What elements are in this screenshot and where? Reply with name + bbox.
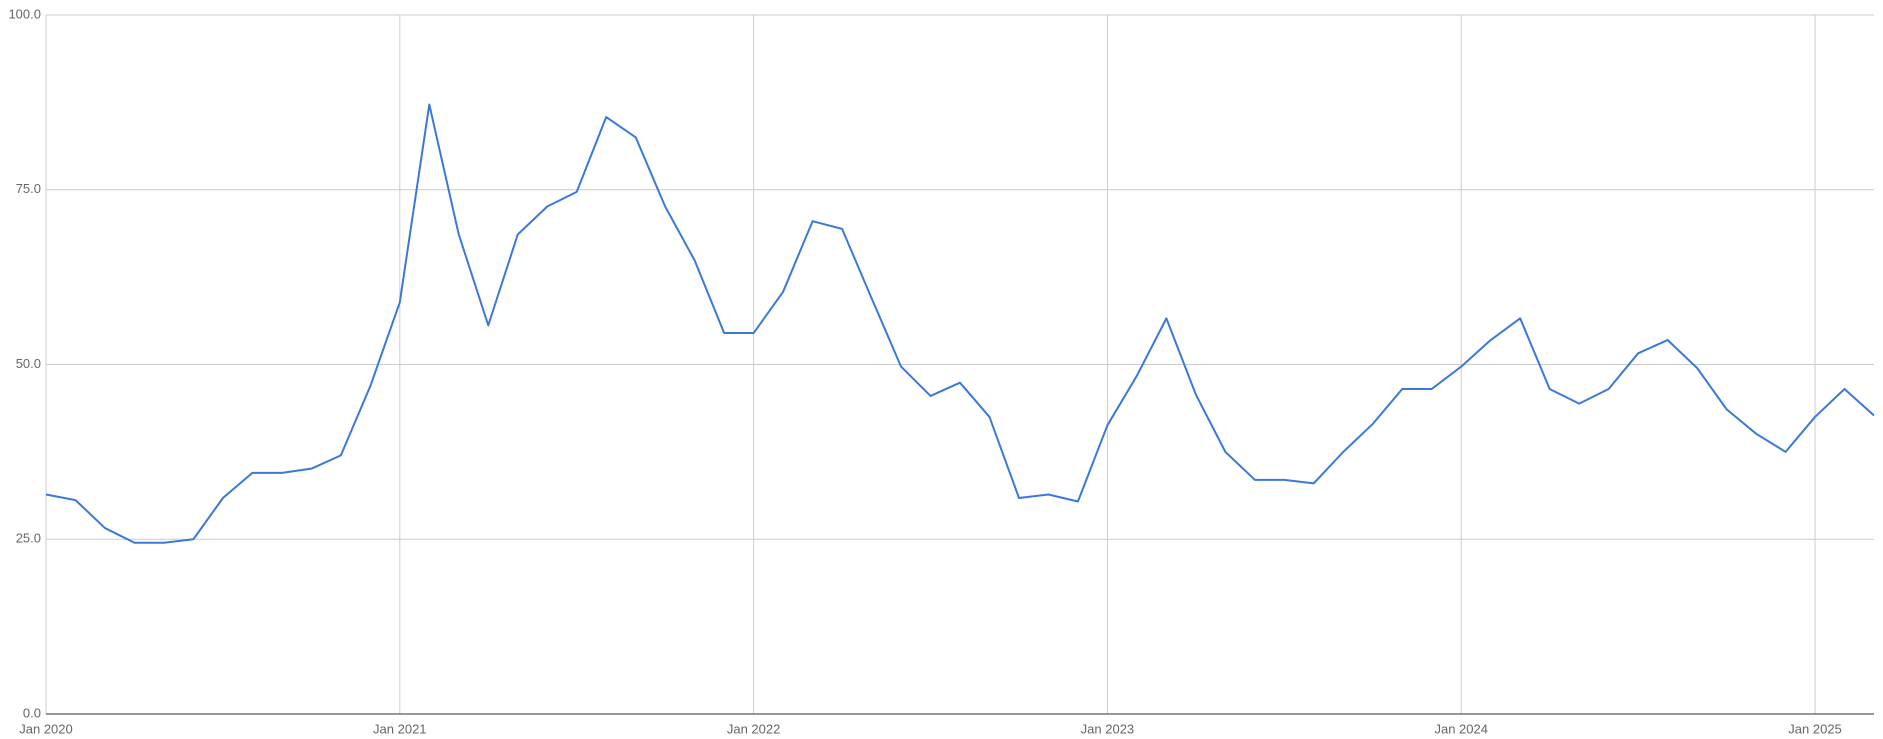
- x-tick-label: Jan 2022: [727, 721, 781, 736]
- y-tick-label: 75.0: [16, 181, 41, 196]
- y-tick-label: 50.0: [16, 356, 41, 371]
- y-tick-label: 25.0: [16, 531, 41, 546]
- x-tick-label: Jan 2025: [1788, 721, 1842, 736]
- x-tick-label: Jan 2021: [373, 721, 427, 736]
- y-tick-label: 100.0: [8, 6, 41, 21]
- x-tick-label: Jan 2024: [1434, 721, 1488, 736]
- x-tick-label: Jan 2020: [19, 721, 73, 736]
- y-tick-label: 0.0: [23, 705, 41, 720]
- line-series: [45, 103, 1875, 544]
- x-tick-label: Jan 2023: [1081, 721, 1135, 736]
